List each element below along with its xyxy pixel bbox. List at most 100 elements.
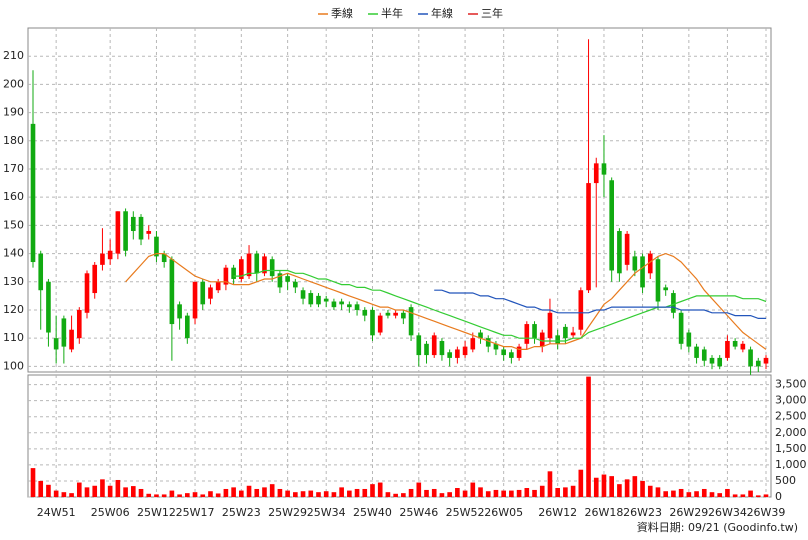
- x-tick-label: 25W29: [268, 506, 307, 519]
- candle-body: [609, 180, 614, 271]
- volume-bar: [347, 490, 352, 497]
- x-tick-label: 26W29: [669, 506, 708, 519]
- candle-body: [439, 340, 445, 356]
- volume-bar: [524, 488, 530, 497]
- volume-bar: [586, 376, 591, 497]
- x-tick-label: 25W52: [446, 506, 485, 519]
- candle-body: [732, 340, 738, 347]
- candle-body: [424, 343, 429, 356]
- y-tick-label: 130: [3, 275, 24, 288]
- candle-body: [725, 340, 730, 358]
- candle-body: [447, 352, 452, 358]
- candle-body: [640, 256, 645, 288]
- candle-body: [215, 281, 221, 291]
- x-tick-label: 25W12: [137, 506, 176, 519]
- y-tick-label: 190: [3, 106, 24, 119]
- volume-bar: [323, 491, 329, 497]
- ma-line: [125, 252, 767, 350]
- candle-body: [686, 332, 692, 347]
- x-tick-label: 25W17: [176, 506, 215, 519]
- volume-bar: [316, 492, 321, 497]
- candle-body: [200, 281, 206, 305]
- volume-bar: [547, 471, 553, 497]
- x-tick-label: 25W46: [399, 506, 438, 519]
- volume-bar: [277, 488, 283, 497]
- x-tick-label: 26W18: [585, 506, 624, 519]
- volume-bar: [439, 493, 445, 497]
- candle-body: [532, 324, 537, 339]
- candle-body: [578, 290, 584, 330]
- candle-body: [239, 259, 244, 279]
- candle-body: [593, 163, 599, 184]
- candle-body: [331, 301, 337, 308]
- volume-bar: [130, 486, 136, 497]
- candle-body: [76, 309, 82, 339]
- volume-bar: [462, 490, 468, 497]
- candle-body: [192, 281, 198, 319]
- volume-bar: [138, 488, 144, 497]
- volume-tick-label: 1,000: [775, 458, 807, 471]
- volume-bar: [192, 492, 198, 497]
- volume-bar: [539, 485, 545, 497]
- volume-bar: [416, 482, 422, 497]
- volume-bar: [308, 490, 314, 497]
- volume-bar: [748, 490, 753, 497]
- footer: 資料日期: 09/21 (Goodinfo.tw): [637, 520, 798, 534]
- volume-bar: [431, 488, 437, 497]
- candle-body: [61, 318, 67, 347]
- candle-body: [370, 309, 375, 336]
- candle-body: [277, 273, 283, 288]
- legend-label: 三年: [481, 6, 503, 20]
- volume-bar: [146, 493, 152, 497]
- candle-body: [69, 329, 74, 350]
- candle-body: [462, 346, 468, 356]
- volume-bar: [671, 490, 676, 497]
- candle-body: [100, 253, 105, 265]
- candle-body: [601, 163, 607, 175]
- candle-body: [53, 338, 59, 350]
- volume-bar: [647, 485, 653, 497]
- x-tick-label: 26W34: [708, 506, 747, 519]
- volume-bar: [424, 489, 429, 497]
- candle-body: [539, 332, 545, 347]
- candle-body: [694, 346, 699, 358]
- candle-body: [632, 256, 638, 271]
- volume-bar: [30, 468, 36, 497]
- candle-body: [246, 253, 252, 277]
- y-tick-label: 170: [3, 162, 24, 175]
- candle-body: [262, 256, 267, 274]
- candle-body: [501, 349, 506, 356]
- candle-body: [701, 349, 707, 361]
- volume-bar: [177, 494, 182, 497]
- candle-body: [663, 287, 669, 291]
- candle-body: [570, 332, 576, 336]
- volume-bar: [269, 484, 275, 497]
- volume-bar: [678, 488, 684, 497]
- volume-bar: [555, 488, 560, 497]
- candle-body: [177, 304, 182, 319]
- candle-body: [563, 326, 568, 339]
- volume-bar: [717, 493, 723, 497]
- volume-bar: [38, 480, 44, 497]
- volume-bar: [516, 489, 522, 497]
- y-tick-label: 180: [3, 134, 24, 147]
- y-tick-label: 160: [3, 190, 24, 203]
- candle-body: [269, 259, 275, 277]
- volume-bar: [563, 487, 568, 497]
- candle-body: [316, 295, 321, 305]
- candle-body: [347, 304, 352, 308]
- candle-body: [300, 290, 306, 299]
- candle-body: [755, 360, 761, 367]
- candle-body: [624, 233, 630, 265]
- candle-body: [509, 352, 514, 358]
- volume-bar: [339, 487, 344, 497]
- candle-body: [154, 236, 159, 257]
- volume-bar: [53, 490, 59, 497]
- candle-body: [115, 211, 121, 254]
- volume-tick-label: 3,500: [775, 378, 807, 391]
- candle-body: [408, 307, 414, 336]
- volume-bar: [223, 488, 229, 497]
- candle-body: [254, 253, 260, 274]
- volume-bar: [640, 480, 645, 497]
